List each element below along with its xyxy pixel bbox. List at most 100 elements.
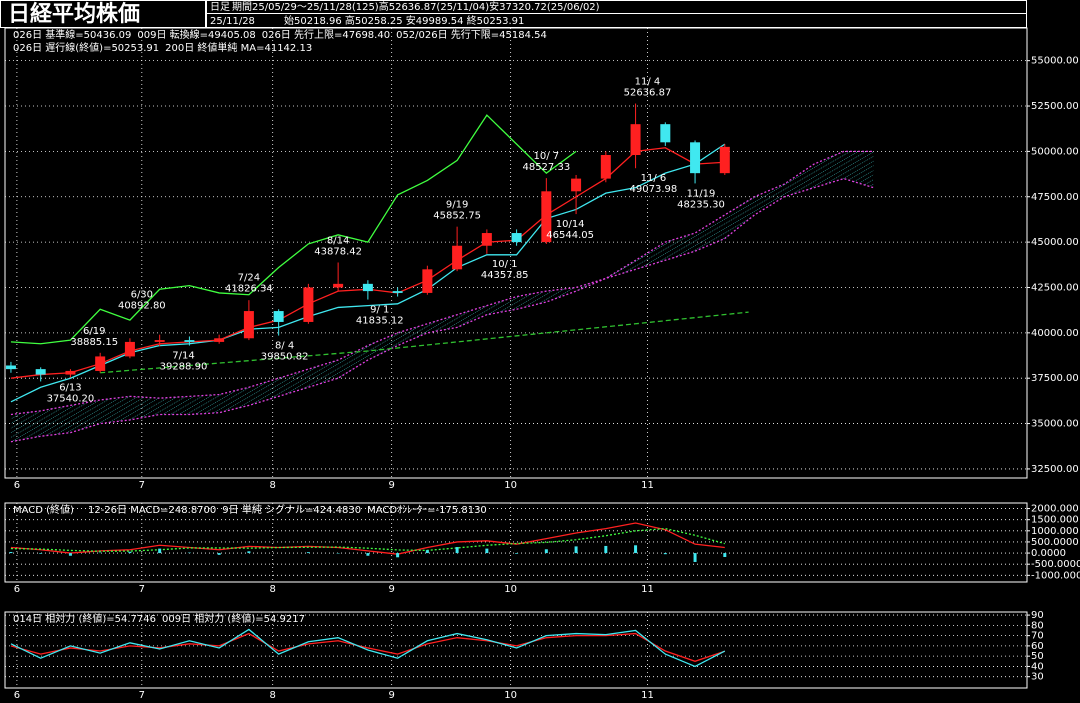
x-tick-label: 11 [641,480,654,491]
histogram-bar [604,545,608,554]
annotation-price: 46544.05 [546,230,594,241]
histogram-bar [574,546,578,554]
annotation-date: 10/ 7 [534,151,560,162]
x-tick-label: 8 [270,480,276,491]
y-tick-label: 55000.00 [1031,56,1079,67]
legend-entry: 200日 終値単純 MA=41142.13 [165,41,312,54]
y-tick-label: 47500.00 [1031,192,1079,203]
histogram-bar [396,553,400,558]
title-box [0,0,206,28]
y-tick-label: 45000.00 [1031,237,1079,248]
y-tick-label: 37500.00 [1031,373,1079,384]
panel-title: MACD (終値) [13,503,74,516]
period-type: 日足 [210,1,230,13]
candle-body [5,365,16,370]
x-tick-label: 7 [139,480,145,491]
candle-body [65,370,76,375]
annotation-date: 11/ 4 [635,77,661,88]
x-tick-label: 10 [504,584,517,595]
annotation-price: 43878.42 [314,246,362,257]
candle-body [511,233,522,243]
candle-body [243,311,254,339]
candle-body [303,287,314,322]
annotation-date: 7/14 [172,351,194,362]
legend-entry: 9日 単純 シグナル=424.4830 [222,503,361,516]
period: 期間25/05/29〜25/11/28(125)高52636.87(25/11/… [232,0,600,13]
candle-body [600,155,611,179]
x-tick-label: 11 [641,584,654,595]
title: 日経平均株価 [8,1,140,27]
x-tick-label: 9 [388,584,394,595]
x-tick-label: 7 [139,690,145,701]
annotation-date: 6/13 [59,382,81,393]
legend-entry: 026日 遅行線(終値)=50253.91 [13,41,159,54]
annotation-date: 11/19 [687,188,716,199]
candle-body [452,245,463,270]
annotation-price: 39288.90 [160,362,208,373]
y-tick-label: 35000.00 [1031,419,1079,430]
histogram-bar [9,551,13,554]
plot-frame [4,27,1028,479]
x-tick-label: 7 [139,584,145,595]
series-line [10,150,874,416]
y-tick-label: 30 [1031,672,1044,683]
candle-body [541,191,552,243]
x-tick-label: 6 [14,480,20,491]
histogram-bar [485,548,489,554]
candle-body [362,283,373,292]
date: 25/11/28 [210,16,255,27]
annotation-date: 10/14 [556,219,585,230]
annotation-price: 41826.34 [225,284,273,295]
histogram-bar [723,553,727,557]
series-line [10,527,725,552]
histogram-bar [693,553,697,562]
annotation-date: 8/14 [327,235,349,246]
series-line [100,311,749,374]
annotation-date: 10/ 1 [492,259,518,270]
annotation-price: 48235.30 [677,199,725,210]
legend-entry: 009日 転換線=49405.08 [137,28,255,41]
histogram-bar [39,553,43,554]
legend-entry: 052/026日 先行下限=45184.54 [396,28,547,41]
annotation-date: 9/ 1 [370,305,389,316]
candle-body [660,124,671,143]
histogram-bar [515,553,519,554]
x-tick-label: 6 [14,690,20,701]
candle-body [333,283,344,288]
annotation-price: 44357.85 [481,270,529,281]
y-tick-label: 0.0000 [1031,548,1066,559]
legend-entry: 026日 基準線=50436.09 [13,28,131,41]
histogram-bar [306,552,310,554]
candle-body [154,340,165,342]
annotation-price: 52636.87 [624,88,672,99]
candle-body [481,233,492,246]
legend-entry: 009日 相対力 (終値)=54.9217 [162,612,305,625]
ohlc: 始50218.96 高50258.25 安49989.54 終50253.91 [284,14,524,27]
candle-body [571,178,582,192]
annotation-price: 38885.15 [70,337,118,348]
series-line [10,114,577,345]
candle-body [124,341,135,357]
candle-body [35,369,46,375]
x-tick-label: 11 [641,690,654,701]
annotation-date: 9/19 [446,200,468,211]
candle-body [690,142,701,174]
annotation-date: 6/30 [131,290,153,301]
y-tick-label: 500.0000 [1031,537,1079,548]
plot-frame [4,611,1028,689]
y-tick-label: 1500.000 [1031,515,1079,526]
candle-body [422,269,433,293]
candle-body [630,124,641,156]
histogram-bar [366,553,370,556]
histogram-bar [247,551,251,554]
annotation-price: 39850.82 [261,352,309,363]
y-tick-label: 1000.000 [1031,526,1079,537]
histogram-bar [217,553,221,555]
candle-body [95,356,106,371]
annotation-date: 8/ 4 [275,341,294,352]
y-tick-label: 70 [1031,631,1044,642]
y-tick-label: -1000.000 [1031,570,1080,581]
x-tick-label: 8 [270,584,276,595]
y-tick-label: 90 [1031,610,1044,621]
legend-entry: 026日 先行上限=47698.40 [262,28,390,41]
